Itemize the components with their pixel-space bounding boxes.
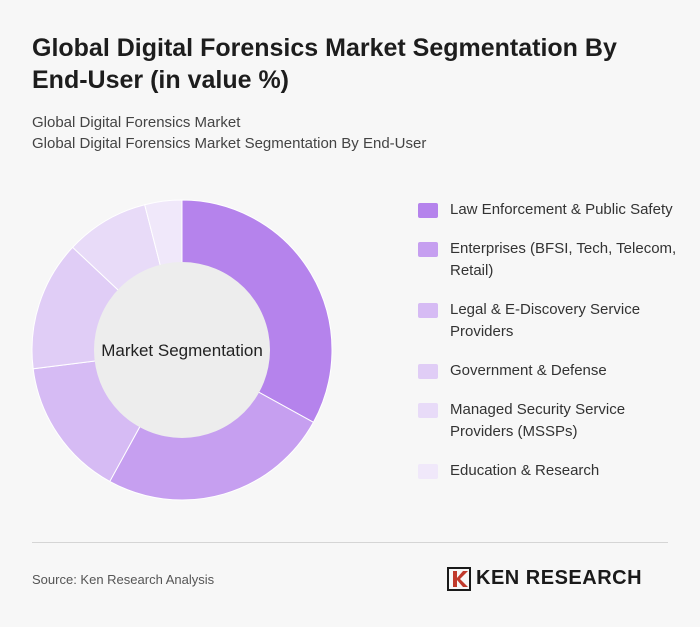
legend-item: Law Enforcement & Public Safety bbox=[418, 199, 678, 221]
chart-subtitle-segmentation: Global Digital Forensics Market Segmenta… bbox=[32, 135, 427, 152]
donut-chart: Market Segmentation bbox=[31, 199, 333, 501]
legend-label: Managed Security Service Providers (MSSP… bbox=[450, 401, 626, 440]
chart-legend: Law Enforcement & Public Safety Enterpris… bbox=[418, 199, 678, 482]
legend-label: Enterprises (BFSI, Tech, Telecom, Retail… bbox=[450, 240, 677, 279]
legend-label: Government & Defense bbox=[450, 362, 607, 379]
legend-label: Education & Research bbox=[450, 462, 600, 479]
chart-title: Global Digital Forensics Market Segmenta… bbox=[32, 34, 617, 94]
source-note: Source: Ken Research Analysis bbox=[32, 572, 215, 587]
legend-label: Law Enforcement & Public Safety bbox=[450, 201, 673, 218]
legend-item: Managed Security Service Providers (MSSP… bbox=[418, 399, 678, 443]
legend-swatch bbox=[418, 303, 438, 318]
legend-swatch bbox=[418, 464, 438, 479]
donut-center-label: Market Segmentation bbox=[101, 341, 263, 360]
legend-item: Legal & E-Discovery Service Providers bbox=[418, 299, 678, 343]
footer-divider bbox=[32, 542, 668, 543]
ken-research-k-logo-icon bbox=[447, 567, 471, 591]
donut-hole bbox=[94, 262, 270, 438]
legend-swatch bbox=[418, 242, 438, 257]
legend-swatch bbox=[418, 364, 438, 379]
ken-research-wordmark: KEN RESEARCH bbox=[476, 567, 643, 589]
legend-item: Enterprises (BFSI, Tech, Telecom, Retail… bbox=[418, 238, 678, 282]
legend-item: Government & Defense bbox=[418, 360, 678, 382]
legend-swatch bbox=[418, 403, 438, 418]
ken-research-logo: KEN RESEARCH bbox=[446, 566, 668, 592]
legend-label: Legal & E-Discovery Service Providers bbox=[450, 301, 641, 340]
legend-item: Education & Research bbox=[418, 460, 678, 482]
legend-swatch bbox=[418, 203, 438, 218]
chart-subtitle-market: Global Digital Forensics Market bbox=[32, 114, 241, 131]
